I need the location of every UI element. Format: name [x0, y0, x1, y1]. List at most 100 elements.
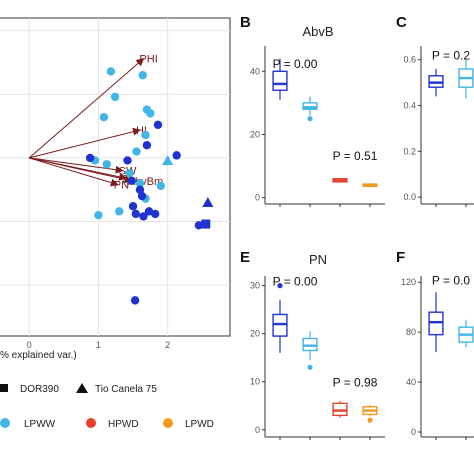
scatter-point — [153, 120, 163, 130]
scatter-point-triangle — [162, 154, 174, 165]
y-tick-label: 40 — [406, 377, 416, 387]
loading-vector — [28, 58, 145, 159]
scatter-point — [130, 296, 140, 305]
scatter-point — [102, 160, 111, 169]
x-tick-label: 1 — [96, 340, 101, 350]
panel-c-letter: C — [396, 14, 407, 31]
scatter-point-square — [201, 219, 211, 229]
panel-b: B AbvB 0 20 40 P = 0.00 P = 0.51 — [240, 14, 385, 207]
panel-c: C 0.0 0.2 0.4 0.6 P = 0.2 — [396, 14, 474, 207]
box-body — [428, 311, 444, 336]
scatter-point — [110, 92, 120, 102]
y-tick-label: 0.4 — [403, 101, 416, 111]
scatter-point — [123, 156, 132, 165]
scatter-point — [128, 202, 138, 211]
p-value-annotation: P = 0.00 — [273, 275, 318, 289]
scatter-point — [138, 71, 147, 80]
loading-vector — [29, 157, 124, 174]
scatter-point — [137, 191, 147, 201]
y-tick-label: 0 — [255, 425, 260, 435]
legend-triangle-marker — [76, 383, 88, 393]
panel-a-points — [85, 67, 214, 305]
panel-b-letter: B — [240, 14, 251, 31]
y-tick-label: 0.0 — [403, 192, 416, 202]
y-tick-label: 0.6 — [403, 55, 416, 65]
panel-a-grid — [0, 18, 230, 336]
legend: DOR390 Tio Canela 75 LPWW HPWD LPWD — [0, 383, 214, 430]
panel-b-title: AbvB — [302, 24, 333, 39]
panel-e-letter: E — [240, 249, 250, 266]
scatter-point — [125, 168, 134, 178]
y-tick-label: 0 — [255, 193, 260, 203]
scatter-point — [114, 207, 124, 216]
scatter-point — [131, 209, 141, 219]
scatter-point — [135, 185, 145, 194]
panel-f-plot: 0 40 80 120 P = 0.0 — [401, 274, 474, 440]
p-value-annotation: P = 0.0 — [432, 274, 470, 288]
loading-vector — [29, 157, 133, 184]
y-tick-label: 0.2 — [403, 146, 416, 156]
y-tick-label: 120 — [401, 277, 416, 287]
scatter-point — [132, 147, 141, 156]
p-value-annotation: P = 0.00 — [273, 57, 318, 71]
box-body — [272, 70, 288, 91]
loading-vector — [29, 157, 119, 187]
y-tick-label: 20 — [250, 129, 260, 139]
scatter-point — [141, 130, 150, 140]
scatter-point — [99, 113, 109, 122]
legend-label-lpwd: LPWD — [185, 419, 214, 430]
panel-f-letter: F — [396, 249, 405, 266]
scatter-point — [151, 209, 160, 219]
panel-a-x-axis-title: % explained var.) — [0, 350, 77, 361]
panel-a: PHIHISWSLPNAbvBm 012 % explained var.) — [0, 17, 231, 361]
y-tick-label: 40 — [250, 66, 260, 76]
panel-a-vectors: PHIHISWSLPNAbvBm — [28, 54, 163, 192]
panel-a-x-ticks: 0 1 2 — [27, 340, 171, 350]
box-body — [272, 313, 288, 337]
box-outlier — [307, 364, 313, 370]
scatter-point — [172, 151, 181, 160]
scatter-point — [94, 210, 103, 220]
panel-f: F 0 40 80 120 P = 0.0 — [396, 249, 474, 440]
legend-row-genotype: DOR390 Tio Canela 75 — [0, 383, 157, 395]
legend-label-lpww: LPWW — [24, 419, 56, 430]
box-outlier — [307, 116, 313, 122]
p-value-annotation: P = 0.2 — [432, 49, 470, 63]
vector-label: PHI — [139, 54, 157, 66]
vector-label: HI — [136, 125, 147, 137]
box-body — [332, 402, 348, 417]
panel-e: E PN 0 10 20 30 P = 0.00 P = 0.98 — [240, 249, 385, 440]
y-tick-label: 30 — [250, 281, 260, 291]
p-value-annotation: P = 0.98 — [333, 376, 378, 390]
legend-label-dor390: DOR390 — [20, 384, 59, 395]
x-tick-label: 0 — [27, 340, 32, 350]
scatter-point — [139, 212, 148, 221]
p-value-annotation: P = 0.51 — [333, 149, 378, 163]
y-tick-label: 0 — [411, 427, 416, 437]
y-tick-label: 20 — [250, 329, 260, 339]
scatter-point — [85, 153, 95, 163]
legend-label-hpwd: HPWD — [108, 419, 139, 430]
legend-row-treatment: LPWW HPWD LPWD — [0, 418, 214, 430]
panel-c-plot: 0.0 0.2 0.4 0.6 P = 0.2 — [403, 46, 474, 207]
legend-marker-lpwd — [163, 418, 173, 428]
scatter-point — [106, 67, 116, 76]
legend-label-tio-canela: Tio Canela 75 — [95, 384, 157, 395]
y-tick-label: 80 — [406, 327, 416, 337]
box-outlier — [367, 417, 373, 423]
scatter-point — [156, 181, 165, 191]
scatter-point — [127, 176, 136, 186]
panel-e-title: PN — [309, 252, 327, 267]
legend-square-marker — [0, 384, 8, 392]
scatter-point — [146, 109, 155, 118]
scatter-point — [135, 179, 145, 188]
scatter-point — [142, 141, 152, 150]
scatter-point-triangle — [202, 196, 214, 207]
panel-b-plot: 0 20 40 P = 0.00 P = 0.51 — [250, 46, 385, 207]
scatter-point — [194, 221, 204, 230]
y-tick-label: 10 — [250, 377, 260, 387]
box-outlier — [277, 283, 283, 289]
box-body — [302, 102, 318, 110]
legend-marker-hpwd — [86, 418, 96, 428]
